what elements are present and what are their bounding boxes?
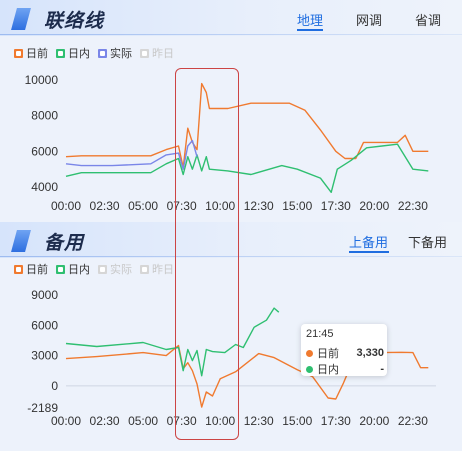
- x-tick-label: 20:00: [359, 414, 389, 428]
- tooltip-row: 日前 3,330: [306, 345, 384, 361]
- tie-line-chart[interactable]: 10000 8000 6000 4000 00:00 02:30 05:00 07:30 10:…: [0, 0, 462, 222]
- series-dot-icon: [306, 349, 313, 357]
- tie-line-panel: 联络线 地理 网调 省调 日前 日内 实际 昨日 10000 8000 6000 40…: [0, 0, 462, 222]
- x-tick-label: 17:30: [321, 414, 351, 428]
- x-tick-label: 05:00: [128, 414, 158, 428]
- reserve-panel: 备用 上备用 下备用 日前 日内 实际 昨日 9000 6000 3000 0 -218…: [0, 222, 462, 451]
- legend-swatch-icon: [98, 48, 107, 58]
- x-tick-label: 17:30: [321, 199, 351, 213]
- y-tick-label: 8000: [31, 109, 58, 123]
- panel-header: 备用 上备用 下备用: [0, 222, 462, 258]
- legend-day-ahead[interactable]: 日前: [14, 45, 48, 61]
- series-line: [65, 82, 429, 169]
- chart-legend: 日前 日内 实际 昨日: [14, 45, 174, 61]
- series-line: [65, 143, 429, 193]
- x-tick-label: 02:30: [90, 199, 120, 213]
- y-tick-label: -2189: [27, 401, 58, 415]
- y-tick-label: 4000: [31, 180, 58, 194]
- x-tick-label: 07:30: [167, 199, 197, 213]
- series-dot-icon: [306, 365, 313, 373]
- tooltip-label: 日内: [317, 364, 339, 376]
- y-tick-label: 10000: [25, 73, 59, 87]
- panel-title: 联络线: [44, 11, 105, 32]
- panel-title: 备用: [44, 233, 85, 254]
- series-line: [65, 307, 280, 377]
- x-tick-label: 05:00: [128, 199, 158, 213]
- x-tick-label: 00:00: [51, 414, 81, 428]
- legend-yesterday[interactable]: 昨日: [140, 45, 174, 61]
- tab-province-dispatch[interactable]: 省调: [415, 13, 442, 28]
- tooltip-label: 日前: [317, 348, 339, 360]
- legend-intraday[interactable]: 日内: [56, 45, 90, 61]
- y-tick-label: 0: [51, 379, 58, 393]
- y-tick-label: 3000: [31, 349, 58, 363]
- legend-swatch-icon: [14, 264, 23, 274]
- legend-swatch-icon: [56, 48, 65, 58]
- x-tick-label: 02:30: [90, 414, 120, 428]
- tab-up-reserve[interactable]: 上备用: [349, 235, 389, 250]
- tab-grid-dispatch[interactable]: 网调: [356, 13, 383, 28]
- tooltip-value: -: [380, 363, 384, 375]
- y-tick-label: 9000: [31, 288, 58, 302]
- x-tick-label: 15:00: [282, 414, 312, 428]
- tab-down-reserve[interactable]: 下备用: [408, 235, 448, 250]
- legend-swatch-icon: [14, 48, 23, 58]
- x-tick-label: 10:00: [205, 414, 235, 428]
- legend-swatch-icon: [140, 264, 149, 274]
- x-tick-label: 22:30: [398, 414, 428, 428]
- x-tick-label: 15:00: [282, 199, 312, 213]
- tooltip-time: 21:45: [306, 328, 334, 340]
- x-tick-label: 12:30: [244, 414, 274, 428]
- active-tab-indicator: [297, 29, 323, 31]
- legend-swatch-icon: [98, 264, 107, 274]
- header-divider: [0, 256, 462, 257]
- x-tick-label: 22:30: [398, 199, 428, 213]
- legend-yesterday[interactable]: 昨日: [140, 261, 174, 277]
- x-tick-label: 07:30: [167, 414, 197, 428]
- x-tick-label: 12:30: [244, 199, 274, 213]
- panel-header: 联络线 地理 网调 省调: [0, 0, 462, 36]
- legend-actual[interactable]: 实际: [98, 45, 132, 61]
- y-tick-label: 6000: [31, 318, 58, 332]
- chart-legend: 日前 日内 实际 昨日: [14, 261, 174, 277]
- legend-actual[interactable]: 实际: [98, 261, 132, 277]
- legend-day-ahead[interactable]: 日前: [14, 261, 48, 277]
- legend-intraday[interactable]: 日内: [56, 261, 90, 277]
- x-tick-label: 00:00: [51, 199, 81, 213]
- chart-tooltip: 21:45 日前 3,330 日内 -: [301, 324, 387, 376]
- series-line: [65, 139, 198, 170]
- active-tab-indicator: [349, 251, 389, 253]
- header-divider: [0, 34, 462, 35]
- tooltip-row: 日内 -: [306, 361, 384, 377]
- tab-geography[interactable]: 地理: [297, 13, 324, 28]
- tooltip-value: 3,330: [356, 347, 384, 359]
- y-tick-label: 6000: [31, 144, 58, 158]
- legend-swatch-icon: [56, 264, 65, 274]
- x-tick-label: 10:00: [205, 199, 235, 213]
- x-tick-label: 20:00: [359, 199, 389, 213]
- legend-swatch-icon: [140, 48, 149, 58]
